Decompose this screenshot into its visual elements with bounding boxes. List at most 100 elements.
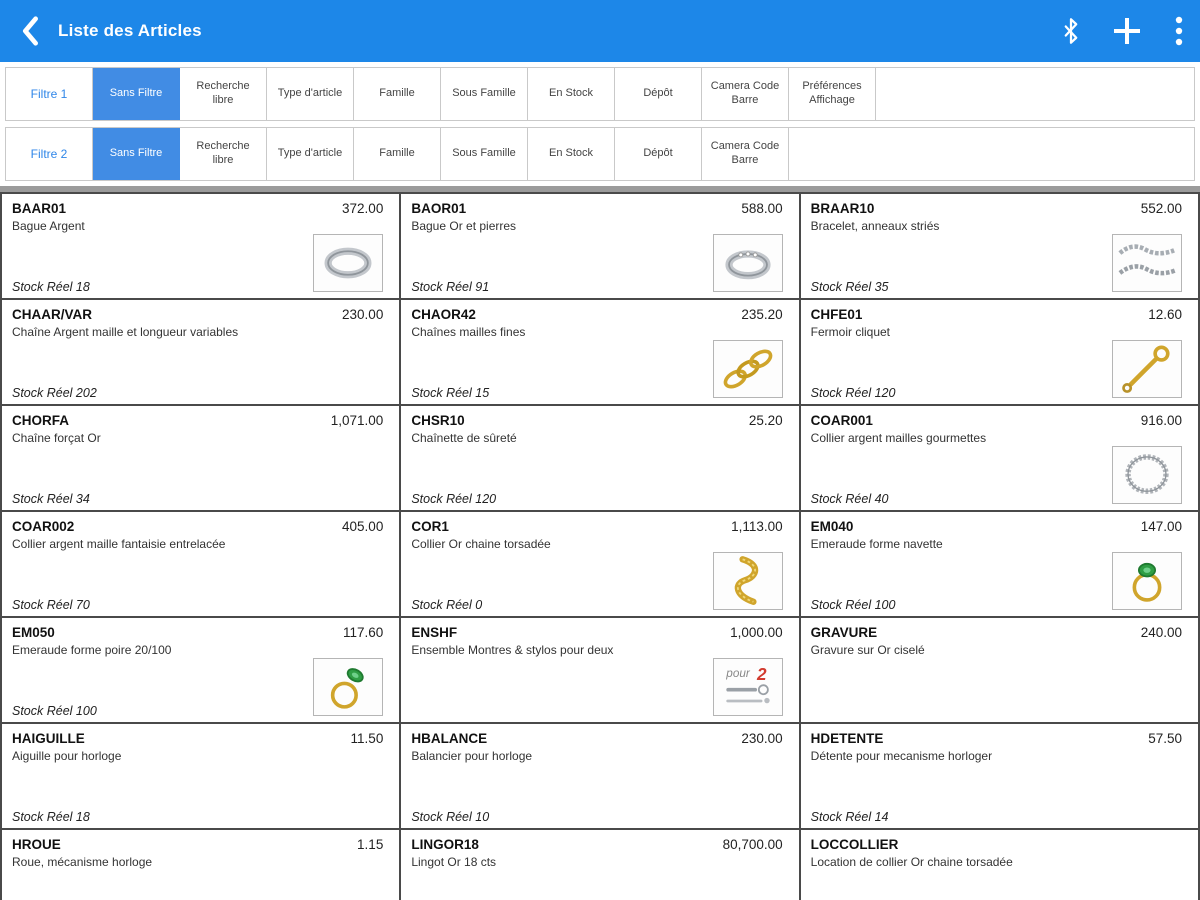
article-description: Emeraude forme navette — [810, 537, 943, 551]
filter-button-recherche-libre[interactable]: Recherche libre — [180, 128, 267, 180]
article-card[interactable]: ENSHF 1,000.00 Ensemble Montres & stylos… — [401, 618, 799, 722]
article-card[interactable]: COAR001 916.00 Collier argent mailles go… — [800, 406, 1198, 510]
article-code: EM050 — [12, 625, 55, 640]
article-card[interactable]: LINGOR18 80,700.00 Lingot Or 18 cts — [401, 830, 799, 900]
filter-row-1: Filtre 1 Sans Filtre Recherche libre Type d… — [5, 67, 1195, 121]
filter-row-2: Filtre 2 Sans Filtre Recherche libre Type d… — [5, 127, 1195, 181]
article-stock: Stock Réel 18 — [12, 280, 90, 294]
svg-text:2: 2 — [756, 664, 767, 684]
article-card[interactable]: CHSR10 25.20 Chaînette de sûreté Stock R… — [401, 406, 799, 510]
three-dots-icon — [1175, 16, 1183, 46]
article-card-head: CHAAR/VAR 230.00 — [12, 307, 383, 322]
article-description: Balancier pour horloge — [411, 749, 533, 763]
ring-stones-thumbnail — [712, 234, 783, 292]
filter-button-famille[interactable]: Famille — [354, 68, 441, 120]
ring-silver-thumbnail — [313, 234, 384, 292]
sans-filtre-button[interactable]: Sans Filtre — [93, 128, 180, 180]
filter-button-type-d-article[interactable]: Type d'article — [267, 68, 354, 120]
article-code: HROUE — [12, 837, 61, 852]
article-description: Bracelet, anneaux striés — [810, 219, 940, 233]
filter-button-type-d-article[interactable]: Type d'article — [267, 128, 354, 180]
article-code: BRAAR10 — [810, 201, 875, 216]
article-description: Emeraude forme poire 20/100 — [12, 643, 172, 657]
article-card-head: HROUE 1.15 — [12, 837, 383, 852]
article-card[interactable]: HDETENTE 57.50 Détente pour mecanisme ho… — [800, 724, 1198, 828]
article-card[interactable]: COAR002 405.00 Collier argent maille fan… — [2, 512, 400, 616]
bracelet-silver-thumbnail — [1112, 234, 1182, 292]
article-card[interactable]: BRAAR10 552.00 Bracelet, anneaux striés … — [800, 194, 1198, 298]
article-card-head: ENSHF 1,000.00 — [411, 625, 782, 640]
article-price: 1.15 — [357, 837, 384, 852]
article-card[interactable]: LOCCOLLIER Location de collier Or chaine… — [800, 830, 1198, 900]
article-card-head: COAR002 405.00 — [12, 519, 383, 534]
article-code: HDETENTE — [810, 731, 884, 746]
article-description: Bague Or et pierres — [411, 219, 517, 233]
chain-gold-thumbnail — [712, 340, 783, 398]
article-stock: Stock Réel 18 — [12, 810, 90, 824]
appbar-actions — [1062, 14, 1184, 48]
article-card[interactable]: BAOR01 588.00 Bague Or et pierres Stock … — [401, 194, 799, 298]
filter-button-pr-f-rences-affichage[interactable]: Préférences Affichage — [789, 68, 876, 120]
article-price: 240.00 — [1140, 625, 1182, 640]
article-price: 230.00 — [741, 731, 783, 746]
article-stock: Stock Réel 120 — [810, 386, 896, 400]
article-code: COR1 — [411, 519, 449, 534]
article-card[interactable]: HBALANCE 230.00 Balancier pour horloge S… — [401, 724, 799, 828]
bluetooth-icon[interactable] — [1062, 17, 1080, 45]
article-code: CHFE01 — [810, 307, 863, 322]
article-card[interactable]: CHAOR42 235.20 Chaînes mailles fines Sto… — [401, 300, 799, 404]
sans-filtre-button[interactable]: Sans Filtre — [93, 68, 180, 120]
article-description: Chaîne Argent maille et longueur variabl… — [12, 325, 239, 339]
article-card-head: EM040 147.00 — [811, 519, 1182, 534]
article-price: 1,071.00 — [330, 413, 384, 428]
article-card[interactable]: CHAAR/VAR 230.00 Chaîne Argent maille et… — [2, 300, 400, 404]
filter-label-1[interactable]: Filtre 1 — [6, 68, 93, 120]
article-stock: Stock Réel 34 — [12, 492, 90, 506]
filter-label-2[interactable]: Filtre 2 — [6, 128, 93, 180]
article-card[interactable]: EM040 147.00 Emeraude forme navette Stoc… — [800, 512, 1198, 616]
article-code: BAAR01 — [12, 201, 67, 216]
article-card[interactable]: CHORFA 1,071.00 Chaîne forçat Or Stock R… — [2, 406, 400, 510]
article-card[interactable]: HAIGUILLE 11.50 Aiguille pour horloge St… — [2, 724, 400, 828]
article-card[interactable]: EM050 117.60 Emeraude forme poire 20/100… — [2, 618, 400, 722]
article-code: CHSR10 — [411, 413, 465, 428]
filter-button-recherche-libre[interactable]: Recherche libre — [180, 68, 267, 120]
filter-button-en-stock[interactable]: En Stock — [528, 68, 615, 120]
article-stock: Stock Réel 120 — [411, 492, 497, 506]
add-button[interactable] — [1110, 14, 1144, 48]
article-description: Gravure sur Or ciselé — [810, 643, 925, 657]
app-bar: Liste des Articles — [0, 0, 1200, 62]
article-card[interactable]: GRAVURE 240.00 Gravure sur Or ciselé — [800, 618, 1198, 722]
article-price: 11.50 — [350, 731, 384, 746]
article-stock: Stock Réel 40 — [810, 492, 889, 506]
article-price: 1,113.00 — [731, 519, 783, 534]
article-grid: BAAR01 372.00 Bague Argent Stock Réel 18… — [0, 192, 1200, 900]
article-card[interactable]: BAAR01 372.00 Bague Argent Stock Réel 18 — [2, 194, 400, 298]
article-code: HBALANCE — [411, 731, 488, 746]
filter-row-spacer — [876, 68, 1194, 120]
filter-button-camera-code-barre[interactable]: Camera Code Barre — [702, 128, 789, 180]
article-code: LOCCOLLIER — [810, 837, 899, 852]
article-stock: Stock Réel 100 — [12, 704, 97, 718]
article-code: HAIGUILLE — [12, 731, 85, 746]
filter-button-camera-code-barre[interactable]: Camera Code Barre — [702, 68, 789, 120]
article-card[interactable]: HROUE 1.15 Roue, mécanisme horloge — [2, 830, 400, 900]
filter-button-d-p-t[interactable]: Dépôt — [615, 128, 702, 180]
article-card-head: CHORFA 1,071.00 — [12, 413, 383, 428]
article-price: 1,000.00 — [730, 625, 783, 640]
filter-button-d-p-t[interactable]: Dépôt — [615, 68, 702, 120]
article-card[interactable]: COR1 1,113.00 Collier Or chaine torsadée… — [401, 512, 799, 616]
back-button[interactable] — [10, 11, 50, 51]
filter-button-sous-famille[interactable]: Sous Famille — [441, 128, 528, 180]
article-price: 80,700.00 — [722, 837, 783, 852]
svg-text:pour: pour — [725, 667, 751, 680]
filter-button-sous-famille[interactable]: Sous Famille — [441, 68, 528, 120]
article-description: Fermoir cliquet — [810, 325, 891, 339]
article-card[interactable]: CHFE01 12.60 Fermoir cliquet Stock Réel … — [800, 300, 1198, 404]
article-price: 235.20 — [741, 307, 783, 322]
overflow-menu-button[interactable] — [1174, 16, 1184, 46]
filter-button-en-stock[interactable]: En Stock — [528, 128, 615, 180]
article-code: CHAOR42 — [411, 307, 476, 322]
filter-button-famille[interactable]: Famille — [354, 128, 441, 180]
article-price: 117.60 — [343, 625, 384, 640]
